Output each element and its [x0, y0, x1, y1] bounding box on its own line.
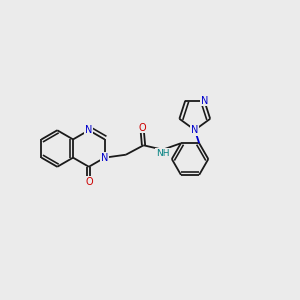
Text: N: N [191, 125, 199, 135]
Text: NH: NH [156, 149, 169, 158]
Text: N: N [201, 96, 208, 106]
Text: N: N [101, 153, 108, 163]
Text: O: O [85, 177, 93, 187]
Text: N: N [85, 125, 93, 135]
Text: O: O [138, 123, 146, 133]
